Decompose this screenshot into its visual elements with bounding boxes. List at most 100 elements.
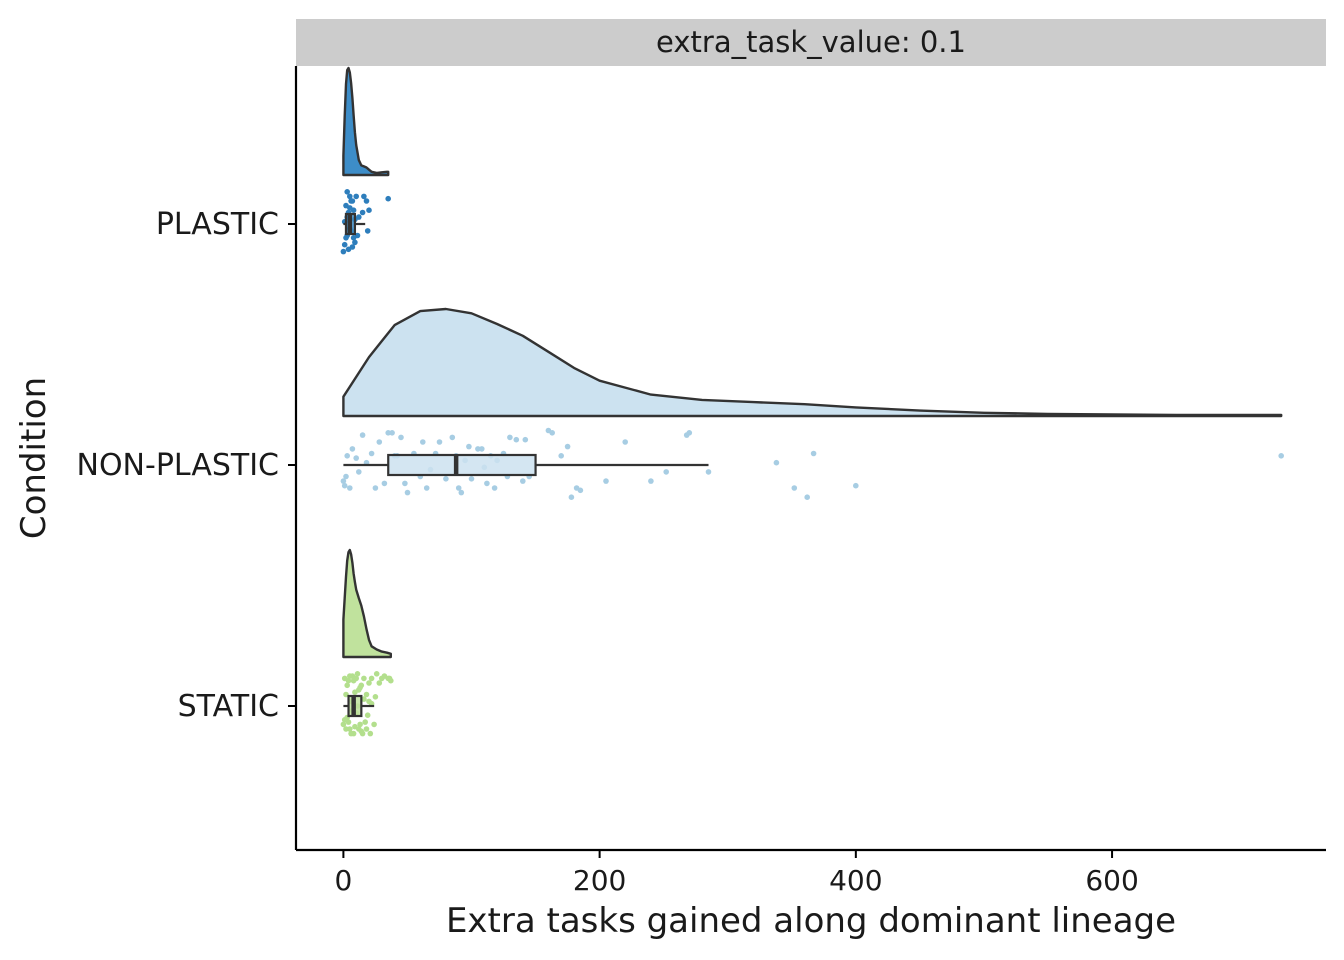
- data-point: [356, 469, 362, 475]
- data-point: [340, 721, 347, 728]
- data-point: [347, 673, 353, 679]
- data-point: [449, 434, 456, 441]
- data-point: [622, 439, 628, 445]
- data-point: [357, 721, 363, 728]
- data-point: [364, 228, 371, 234]
- data-point: [420, 439, 426, 445]
- data-point: [363, 691, 370, 698]
- data-point: [484, 480, 490, 487]
- data-point: [362, 719, 369, 725]
- data-point: [522, 436, 529, 443]
- series-static: [340, 548, 394, 737]
- y-axis-title: Condition: [14, 377, 54, 539]
- data-point: [358, 728, 365, 735]
- data-point: [354, 671, 361, 677]
- data-point: [520, 478, 526, 484]
- data-point: [344, 682, 351, 689]
- density-cloud: [342, 66, 390, 177]
- data-point: [367, 730, 374, 737]
- facet-label: extra_task_value: 0.1: [656, 25, 966, 59]
- data-point: [376, 680, 383, 686]
- data-point: [513, 436, 520, 443]
- data-point: [368, 450, 375, 457]
- data-point: [388, 677, 394, 684]
- data-point: [359, 209, 366, 216]
- data-point: [363, 726, 370, 732]
- data-point: [343, 473, 349, 480]
- data-point: [381, 480, 388, 487]
- data-point: [376, 439, 383, 445]
- data-point: [398, 434, 404, 441]
- data-point: [371, 721, 377, 728]
- data-point: [352, 239, 358, 246]
- data-point: [686, 430, 693, 436]
- data-point: [804, 494, 810, 501]
- data-point: [347, 485, 353, 491]
- data-point: [1278, 453, 1284, 459]
- data-point: [475, 446, 481, 452]
- data-point: [458, 489, 465, 496]
- data-point: [347, 205, 353, 211]
- data-point: [341, 717, 348, 723]
- data-point: [366, 207, 372, 213]
- data-point: [372, 485, 379, 491]
- data-point: [347, 193, 353, 200]
- data-point: [348, 198, 354, 204]
- data-point: [344, 189, 351, 195]
- data-point: [343, 691, 349, 698]
- data-point: [348, 730, 354, 737]
- x-axis-title: Extra tasks gained along dominant lineag…: [446, 901, 1176, 941]
- data-point: [352, 723, 358, 730]
- data-point: [558, 453, 564, 459]
- data-point: [389, 430, 395, 436]
- y-tick-label: NON-PLASTIC: [77, 448, 280, 483]
- data-point: [648, 478, 654, 484]
- data-point: [366, 680, 372, 686]
- data-point: [340, 248, 347, 255]
- data-point: [361, 696, 367, 702]
- series-non-plastic: [340, 307, 1284, 501]
- data-point: [373, 671, 380, 677]
- data-point: [663, 469, 669, 475]
- data-point: [810, 450, 817, 457]
- data-point: [349, 244, 356, 250]
- data-point: [364, 712, 371, 718]
- data-point: [436, 439, 443, 445]
- data-point: [363, 198, 370, 204]
- data-point: [372, 694, 379, 700]
- data-point: [577, 487, 584, 494]
- data-point: [466, 443, 472, 450]
- plot-area: [340, 66, 1284, 737]
- data-point: [344, 453, 351, 459]
- data-point: [353, 675, 360, 682]
- data-point: [340, 478, 347, 484]
- x-tick-label: 400: [829, 864, 882, 897]
- data-point: [359, 432, 366, 438]
- data-point: [341, 241, 348, 248]
- box: [387, 453, 537, 477]
- data-point: [357, 684, 363, 691]
- facet-strip: [296, 19, 1326, 66]
- data-point: [603, 478, 609, 484]
- y-tick-label: STATIC: [178, 689, 279, 724]
- data-point: [507, 434, 513, 441]
- data-point: [343, 726, 349, 732]
- data-point: [468, 476, 475, 482]
- x-tick-label: 600: [1085, 864, 1138, 897]
- data-point: [345, 677, 352, 684]
- data-point: [443, 476, 449, 482]
- data-point: [402, 480, 408, 487]
- data-point: [549, 430, 555, 436]
- x-tick-label: 200: [573, 864, 626, 897]
- x-axis-ticks: 0 200 400 600: [334, 850, 1139, 897]
- data-point: [368, 675, 375, 682]
- data-point: [791, 485, 798, 491]
- data-point: [385, 195, 392, 202]
- density-cloud: [342, 548, 392, 659]
- density-cloud: [342, 307, 1283, 418]
- data-point: [354, 232, 361, 239]
- data-point: [423, 485, 430, 491]
- data-point: [491, 485, 498, 491]
